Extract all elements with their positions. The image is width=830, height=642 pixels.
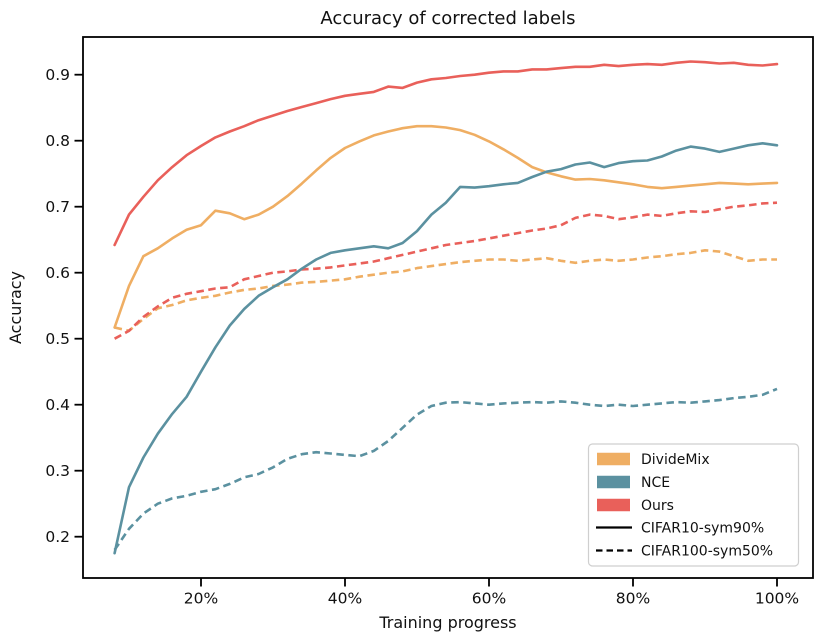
y-axis-label: Accuracy [6,271,25,344]
legend-label-cifar100-sym50: CIFAR100-sym50% [641,544,773,560]
legend-box [587,443,800,567]
legend: DivideMix NCE Ours CIFAR10-sym90% CIFAR1… [587,443,800,567]
legend-swatch-ours [597,498,630,512]
line-nce-dashed [113,387,778,551]
x-tick-label-80: 80% [616,590,650,608]
legend-label-cifar10-sym90: CIFAR10-sym90% [641,521,764,537]
x-tick-label-100: 100% [755,590,799,608]
legend-label-nce: NCE [641,475,670,491]
line-ours-solid [113,60,779,247]
legend-swatch-nce [597,475,630,489]
x-axis-label: Training progress [378,613,516,632]
y-axis-ticks: 0.2 0.3 0.4 0.5 0.6 0.7 0.8 0.9 [45,66,83,546]
series-lines [113,60,779,555]
line-ours-dashed [113,201,778,340]
legend-label-ours: Ours [641,498,674,514]
line-nce-solid [113,142,779,555]
plot-border [82,36,814,579]
x-tick-label-20: 20% [184,590,218,608]
y-tick-label-0.9: 0.9 [45,66,70,84]
y-tick-label-0.4: 0.4 [45,396,70,414]
legend-label-dividemix: DivideMix [641,452,710,468]
y-tick-label-0.3: 0.3 [45,462,70,480]
y-tick-label-0.8: 0.8 [45,132,70,150]
y-tick-label-0.2: 0.2 [45,528,70,546]
chart-title: Accuracy of corrected labels [320,8,575,29]
x-tick-label-60: 60% [472,590,506,608]
y-tick-label-0.5: 0.5 [45,330,70,348]
legend-swatch-dividemix [597,452,630,466]
y-tick-label-0.7: 0.7 [45,198,70,216]
line-dividemix-dashed [114,249,777,333]
line-dividemix-solid [113,124,779,329]
y-tick-label-0.6: 0.6 [45,264,70,282]
x-tick-label-40: 40% [328,590,362,608]
x-axis-ticks: 20% 40% 60% 80% 100% [184,578,799,608]
